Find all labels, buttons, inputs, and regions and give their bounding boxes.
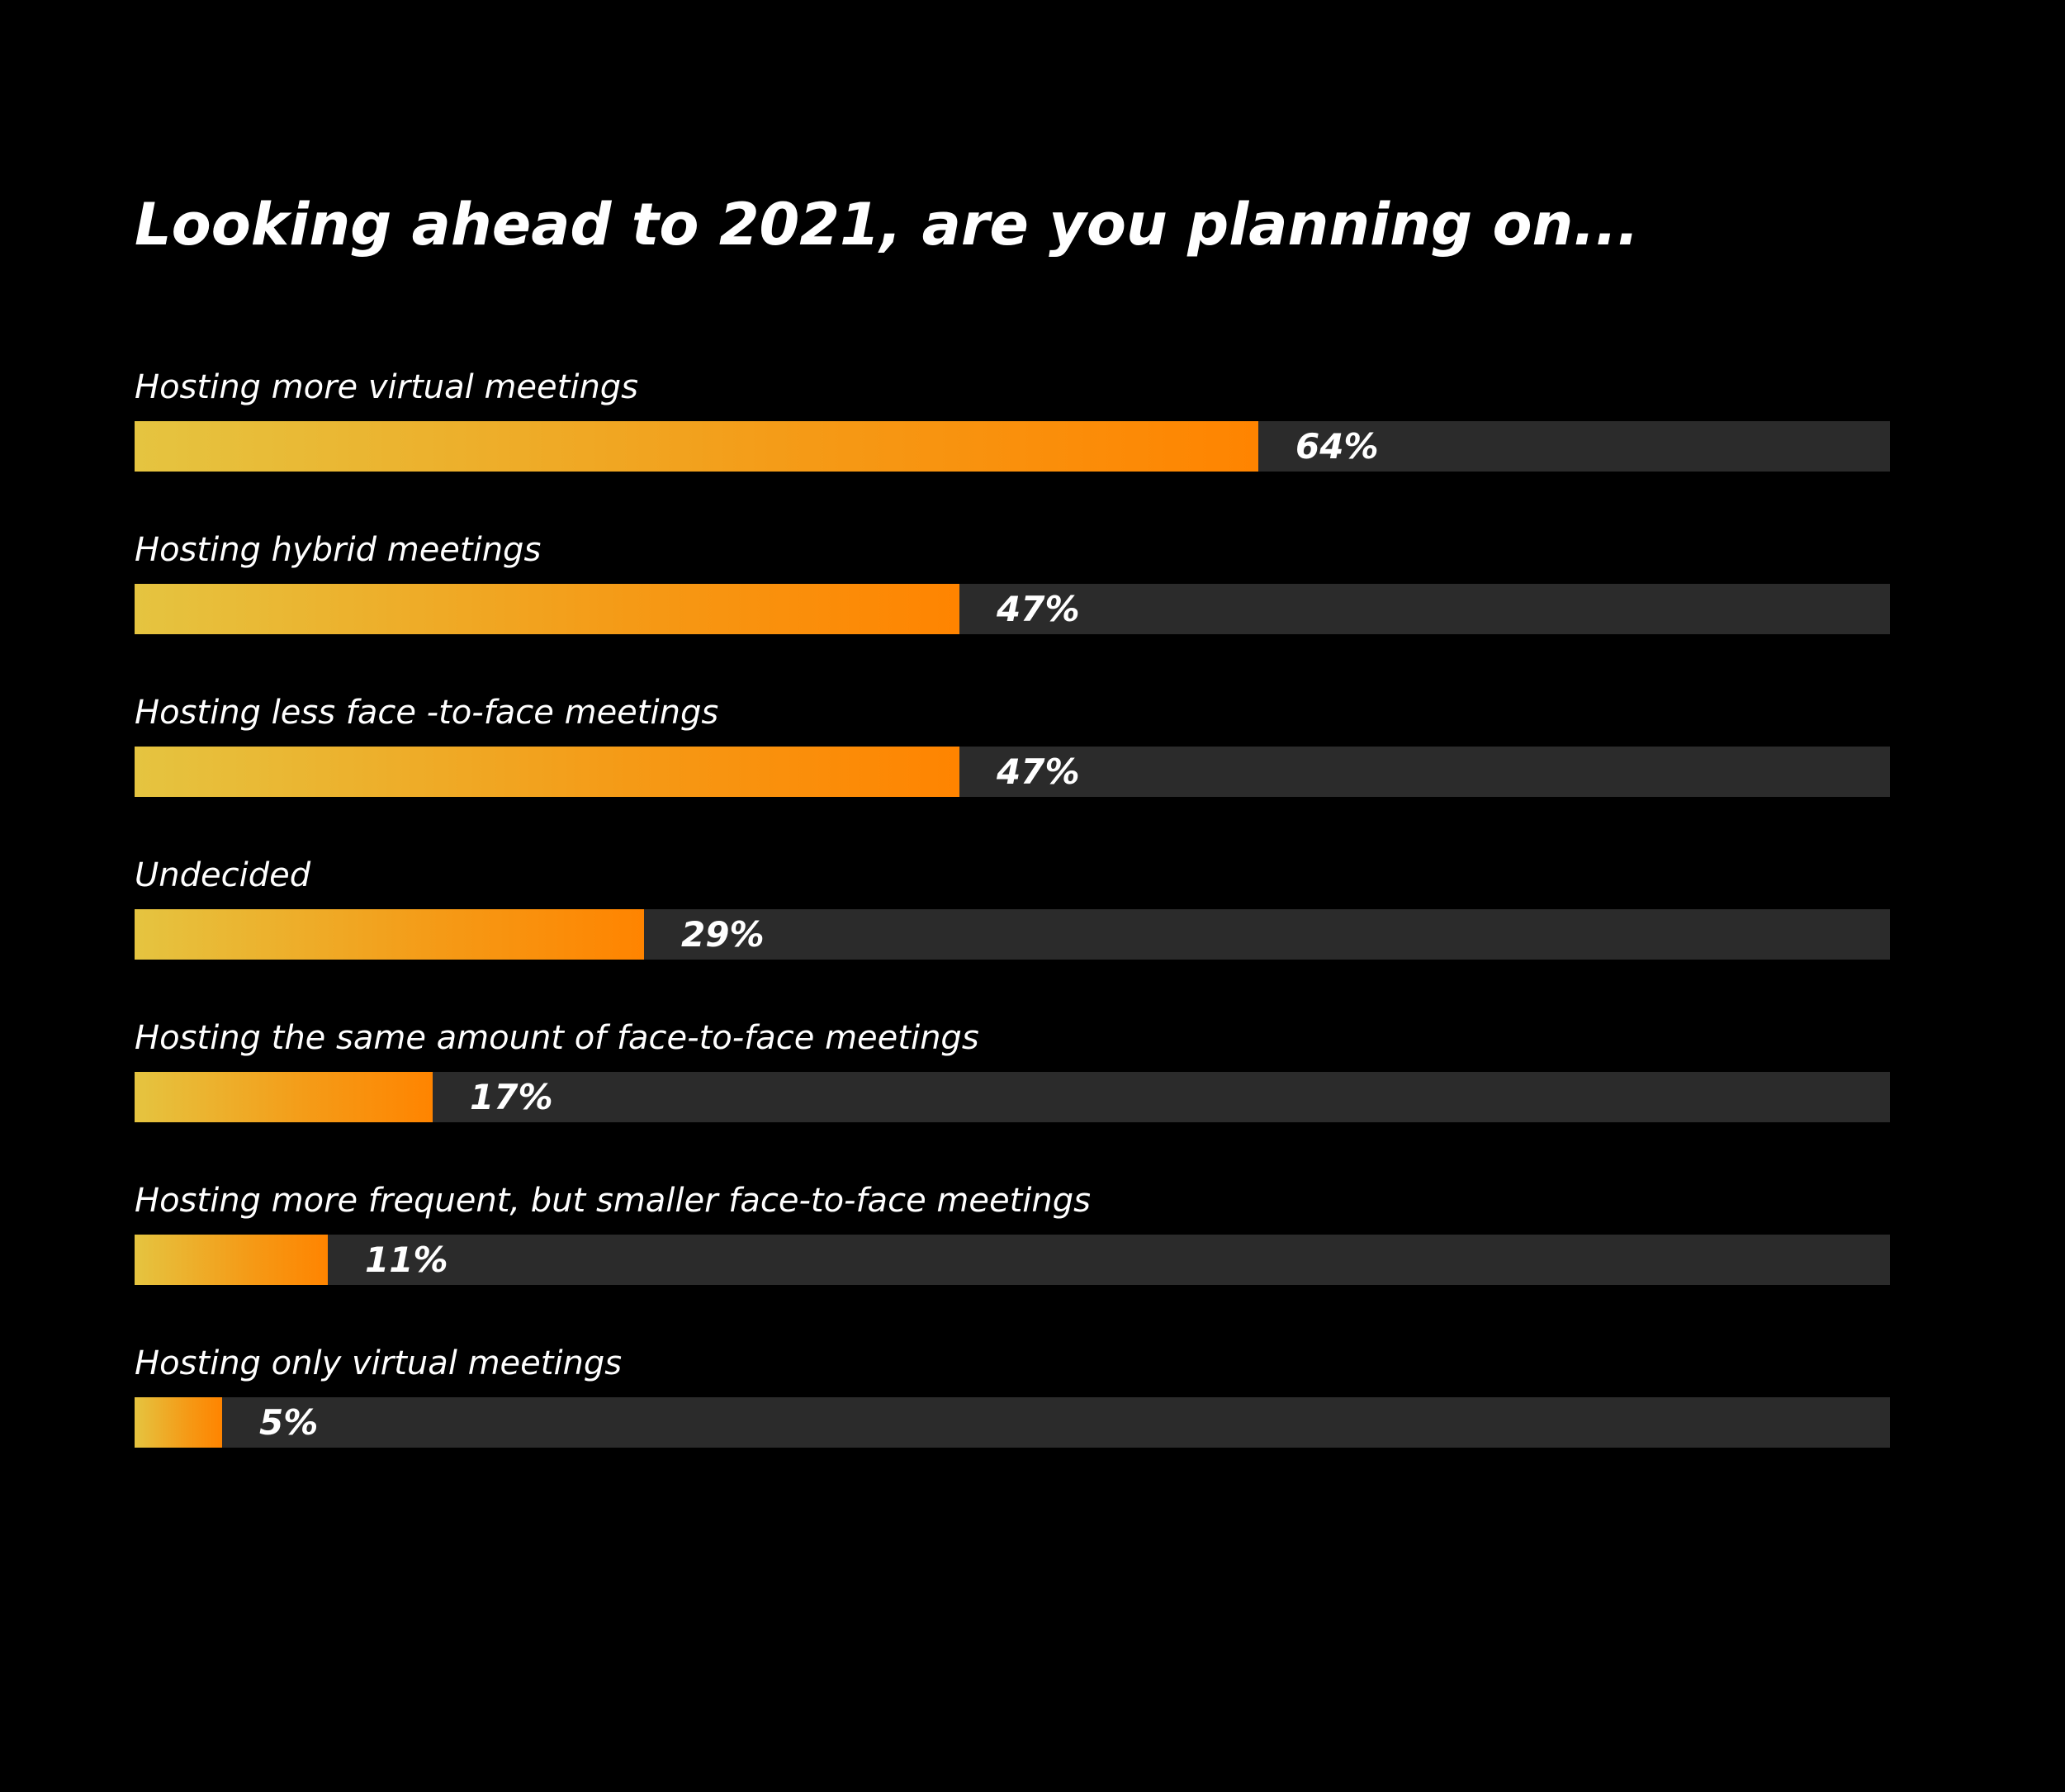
bar [135,584,959,634]
bar [135,747,959,797]
category-label: Hosting more frequent, but smaller face-… [135,1182,1091,1220]
bar-row: Hosting only virtual meetings 5% [135,1347,1890,1463]
bar [135,1072,433,1122]
category-label: Hosting more virtual meetings [135,368,639,406]
bar [135,421,1258,472]
value-label: 64% [1295,425,1379,467]
bar-track: 17% [135,1072,1890,1122]
category-label: Hosting less face -to-face meetings [135,694,719,732]
bar [135,1235,328,1285]
bar-row: Hosting hybrid meetings 47% [135,533,1890,649]
value-label: 29% [681,913,765,955]
bar-row: Hosting the same amount of face-to-face … [135,1022,1890,1137]
value-label: 5% [259,1401,319,1443]
bar-row: Undecided 29% [135,859,1890,974]
bar-row: Hosting less face -to-face meetings 47% [135,696,1890,812]
bar-track: 29% [135,909,1890,960]
bar-track: 47% [135,584,1890,634]
bar-track: 11% [135,1235,1890,1285]
bar-track: 47% [135,747,1890,797]
bar-track: 64% [135,421,1890,472]
bar [135,1397,222,1448]
category-label: Hosting the same amount of face-to-face … [135,1019,979,1057]
bar [135,909,644,960]
bar-row: Hosting more frequent, but smaller face-… [135,1184,1890,1300]
category-label: Hosting hybrid meetings [135,531,542,569]
bar-track: 5% [135,1397,1890,1448]
value-label: 47% [997,588,1080,629]
value-label: 47% [997,751,1080,792]
chart-title: Looking ahead to 2021, are you planning … [135,191,1640,258]
category-label: Undecided [135,856,311,894]
value-label: 11% [365,1239,448,1280]
category-label: Hosting only virtual meetings [135,1344,623,1382]
bar-row: Hosting more virtual meetings 64% [135,371,1890,486]
value-label: 17% [470,1076,553,1117]
